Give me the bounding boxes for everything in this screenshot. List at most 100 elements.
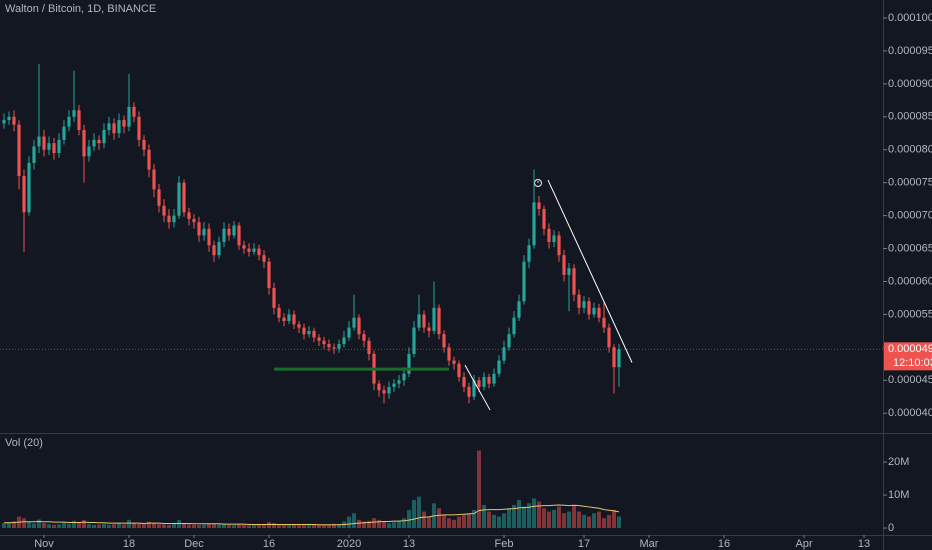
candle-body (42, 136, 46, 150)
candle-body (607, 327, 611, 348)
candle-body (512, 317, 516, 335)
volume-bar (462, 514, 466, 529)
volume-bar (552, 509, 556, 529)
volume-bar (412, 500, 416, 529)
volume-bar (402, 518, 406, 529)
volume-bar (237, 524, 241, 529)
volume-bar (502, 513, 506, 529)
volume-bar (282, 524, 286, 529)
candle-body (2, 120, 6, 124)
candle-body (262, 255, 266, 262)
x-tick-label: Apr (795, 538, 812, 550)
volume-bar (587, 516, 591, 529)
volume-bar (322, 524, 326, 529)
candle-body (367, 340, 371, 354)
candle-body (62, 126, 66, 140)
volume-title: Vol (20) (5, 437, 43, 449)
candle-body (527, 245, 531, 262)
volume-bar (512, 504, 516, 529)
candle-body (142, 139, 146, 150)
candle-body (462, 377, 466, 387)
candle-body (487, 377, 491, 384)
volume-bar (37, 519, 41, 529)
candle-body (577, 294, 581, 308)
volume-bar (492, 514, 496, 529)
candle-body (427, 327, 431, 331)
candle-body (207, 228, 211, 246)
volume-bar (267, 522, 271, 529)
volume-bar (312, 524, 316, 529)
volume-bar (347, 516, 351, 529)
candle-body (82, 129, 86, 157)
volume-bar (297, 524, 301, 529)
candle-body (467, 386, 471, 397)
volume-bar (107, 524, 111, 529)
candle-body (297, 324, 301, 328)
candle-body (327, 344, 331, 348)
candle-body (417, 314, 421, 328)
volume-bar (177, 520, 181, 529)
volume-bar (182, 523, 186, 529)
volume-bars (1, 450, 621, 529)
candle-body (287, 314, 291, 322)
candle-body (127, 106, 131, 127)
candle-body (252, 248, 256, 252)
candle-body (447, 347, 451, 361)
candle-body (292, 314, 296, 325)
volume-bar (382, 521, 386, 529)
candle-body (217, 241, 221, 256)
candle-body (7, 116, 11, 121)
volume-bar (222, 523, 226, 529)
volume-bar (232, 525, 236, 529)
volume-bar (397, 521, 401, 529)
volume-bar (257, 524, 261, 529)
volume-bar (242, 524, 246, 529)
candle-body (352, 317, 356, 328)
volume-bar (132, 522, 136, 529)
candle-body (317, 337, 321, 341)
candle-body (167, 215, 171, 223)
candle-body (402, 373, 406, 381)
volume-bar (442, 514, 446, 529)
candle-body (587, 301, 591, 315)
candle-body (122, 120, 126, 127)
candle-body (537, 202, 541, 210)
candle-body (112, 123, 116, 134)
candle-body (247, 248, 251, 252)
volume-bar (582, 514, 586, 529)
volume-bar (612, 509, 616, 529)
volume-bar (252, 525, 256, 529)
candle-body (312, 330, 316, 338)
volume-bar (357, 519, 361, 529)
volume-bar (137, 523, 141, 529)
candle-body (242, 245, 246, 249)
volume-bar (112, 524, 116, 529)
volume-bar (517, 500, 521, 529)
volume-bar (122, 524, 126, 529)
volume-bar (437, 508, 441, 529)
volume-bar (307, 524, 311, 529)
volume-bar (97, 524, 101, 529)
candle-body (157, 189, 161, 206)
volume-bar (32, 523, 36, 529)
volume-bar (47, 524, 51, 529)
candle-body (277, 307, 281, 318)
volume-bar (52, 524, 56, 529)
candle-body (472, 380, 476, 397)
x-tick-label: 16 (718, 538, 730, 550)
candle-body (557, 235, 561, 256)
volume-bar (542, 508, 546, 529)
volume-bar (287, 525, 291, 529)
volume-bar (482, 504, 486, 529)
candle-body (502, 347, 506, 361)
volume-bar (167, 524, 171, 529)
candle-body (602, 317, 606, 328)
candle-body (257, 248, 261, 256)
volume-bar (522, 506, 526, 529)
candle-body (152, 169, 156, 190)
